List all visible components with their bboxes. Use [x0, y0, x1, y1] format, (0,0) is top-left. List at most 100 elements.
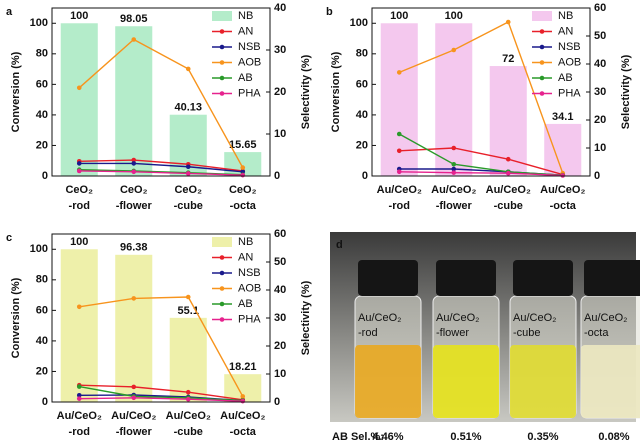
y-tick-label: 0 [362, 170, 368, 182]
legend-label: NSB [238, 267, 261, 279]
y2-tick-label: 10 [594, 142, 606, 154]
legend-label: AB [238, 72, 253, 84]
x-tick-label: -rod [389, 200, 410, 212]
legend-label: AOB [238, 282, 261, 294]
y-tick-label: 20 [356, 139, 368, 151]
panel-label: d [336, 239, 343, 251]
bar-value-label: 72 [502, 53, 514, 65]
x-tick-label: Au/CeO₂ [166, 410, 211, 422]
series-marker [131, 169, 137, 175]
series-marker [185, 66, 191, 72]
legend-label: NB [558, 10, 573, 22]
series-line [79, 296, 244, 397]
vial-label: Au/CeO₂ [358, 312, 401, 324]
series-line [78, 38, 244, 168]
x-tick-label: -cube [494, 200, 523, 212]
series-line [398, 21, 564, 174]
legend-label: PHA [238, 313, 261, 325]
series-marker [131, 161, 137, 166]
y2-tick-label: 60 [274, 228, 286, 240]
legend-label: NSB [238, 41, 261, 53]
series-marker [185, 171, 191, 176]
legend-swatch [219, 29, 225, 34]
x-tick-label: -rod [69, 426, 90, 438]
y2-tick-label: 0 [274, 396, 280, 408]
legend-label: PHA [558, 87, 581, 99]
series-marker [396, 148, 402, 154]
selectivity-value: 0.35% [527, 431, 558, 443]
bar-value-label: 100 [70, 236, 88, 248]
series-marker [451, 161, 457, 167]
series-line [79, 397, 243, 402]
legend-swatch [539, 29, 545, 34]
series-marker [396, 131, 402, 137]
x-tick-label: Au/CeO₂ [377, 184, 422, 196]
vial-label: Au/CeO₂ [513, 312, 556, 324]
y-tick-label: 80 [36, 274, 48, 286]
x-tick-label: -cube [174, 200, 203, 212]
legend-label: PHA [238, 87, 261, 99]
bar [60, 23, 98, 176]
series-marker [76, 304, 82, 310]
x-tick-label: CeO₂ [174, 184, 202, 196]
series-marker [131, 157, 137, 163]
x-tick-label: Au/CeO₂ [431, 184, 476, 196]
y-tick-label: 60 [36, 304, 48, 316]
series-line [398, 133, 563, 176]
series-marker [451, 166, 457, 172]
y2-axis-title: Selectivity (%) [300, 280, 312, 355]
series-marker [505, 170, 511, 176]
series-line [399, 171, 563, 177]
series-marker [76, 396, 82, 401]
series-marker [76, 85, 82, 91]
y-tick-label: 100 [30, 17, 48, 29]
y-tick-label: 0 [42, 170, 48, 182]
series-marker [451, 145, 457, 151]
series-marker [76, 392, 82, 398]
x-tick-label: -flower [116, 426, 153, 438]
x-tick-label: -flower [436, 200, 473, 212]
x-tick-label: -octa [550, 200, 577, 212]
bar-value-label: 100 [70, 10, 88, 22]
y2-tick-label: 50 [274, 256, 286, 268]
y2-tick-label: 20 [594, 114, 606, 126]
series-marker [505, 19, 511, 25]
y2-tick-label: 40 [274, 2, 286, 14]
y2-tick-label: 60 [594, 2, 606, 14]
y2-tick-label: 0 [594, 170, 600, 182]
series-marker [451, 47, 457, 53]
y-axis-title: Conversion (%) [10, 277, 22, 358]
legend-swatch [539, 60, 545, 65]
bar-value-label: 18.21 [229, 361, 257, 373]
y-tick-label: 60 [36, 78, 48, 90]
series-marker [76, 384, 82, 389]
legend-swatch [219, 60, 225, 65]
legend-label: NB [238, 236, 253, 248]
series-line [79, 170, 243, 176]
legend-swatch [219, 255, 225, 260]
bar-value-label: 40.13 [174, 102, 202, 114]
y2-axis-title: Selectivity (%) [620, 54, 632, 129]
y-tick-label: 40 [356, 109, 368, 121]
selectivity-value: 0.08% [598, 431, 629, 443]
x-tick-label: Au/CeO₂ [57, 410, 102, 422]
vial-liquid [581, 345, 640, 418]
series-line [79, 159, 243, 172]
y-tick-label: 0 [42, 396, 48, 408]
y-tick-label: 80 [36, 48, 48, 60]
x-tick-label: -flower [116, 200, 153, 212]
y2-tick-label: 10 [274, 128, 286, 140]
legend-label: AN [558, 25, 573, 37]
legend-label: NB [238, 10, 253, 22]
selectivity-value: 4.46% [372, 431, 403, 443]
series-marker [131, 384, 137, 390]
y-tick-label: 20 [36, 365, 48, 377]
series-marker [131, 296, 137, 301]
bar [115, 26, 153, 176]
series-marker [240, 398, 246, 404]
series-marker [185, 294, 191, 300]
series-line [79, 384, 243, 401]
bar-value-label: 96.38 [120, 242, 148, 254]
vial-liquid [510, 345, 576, 418]
legend-label: NSB [558, 41, 581, 53]
